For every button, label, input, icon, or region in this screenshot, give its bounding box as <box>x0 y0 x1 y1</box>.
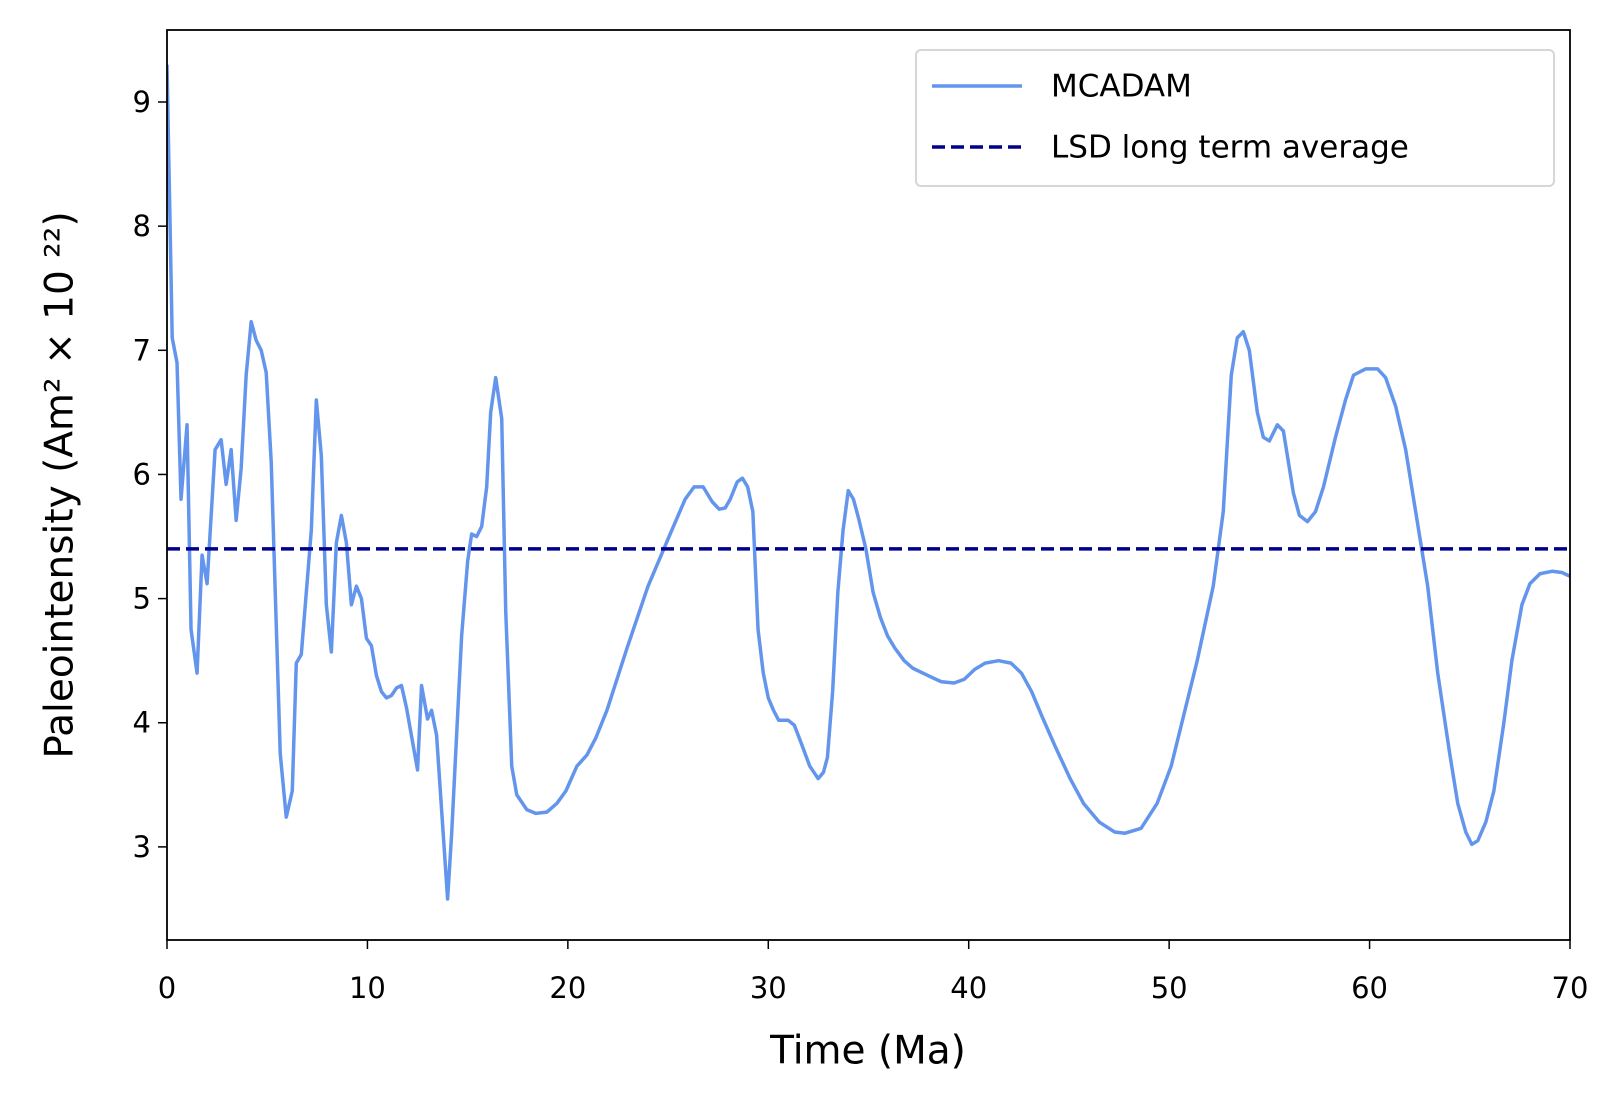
x-tick-label: 30 <box>750 971 787 1005</box>
legend-label: LSD long term average <box>1051 130 1409 166</box>
x-tick-label: 0 <box>158 971 176 1005</box>
x-tick-label: 60 <box>1351 971 1388 1005</box>
plot-frame <box>166 29 1571 941</box>
y-tick-label: 9 <box>133 85 151 119</box>
y-tick-label: 7 <box>133 333 151 367</box>
y-tick-label: 6 <box>133 457 151 491</box>
y-tick-label: 3 <box>133 830 151 864</box>
x-tick-label: 20 <box>549 971 586 1005</box>
data-line <box>167 64 1570 901</box>
y-tick-label: 8 <box>133 209 151 243</box>
legend: MCADAM LSD long term average <box>915 49 1555 187</box>
x-tick-label: 50 <box>1151 971 1188 1005</box>
x-axis-title: Time (Ma) <box>769 1029 966 1074</box>
y-tick-label: 4 <box>133 706 151 740</box>
legend-box <box>915 49 1555 187</box>
y-tick-label: 5 <box>133 582 151 616</box>
legend-label: MCADAM <box>1051 69 1192 105</box>
x-tick-label: 70 <box>1552 971 1589 1005</box>
y-axis-title: Paleointensity (Am² × 10 ²²) <box>38 211 83 758</box>
x-tick-label: 10 <box>349 971 386 1005</box>
x-tick-label: 40 <box>950 971 987 1005</box>
